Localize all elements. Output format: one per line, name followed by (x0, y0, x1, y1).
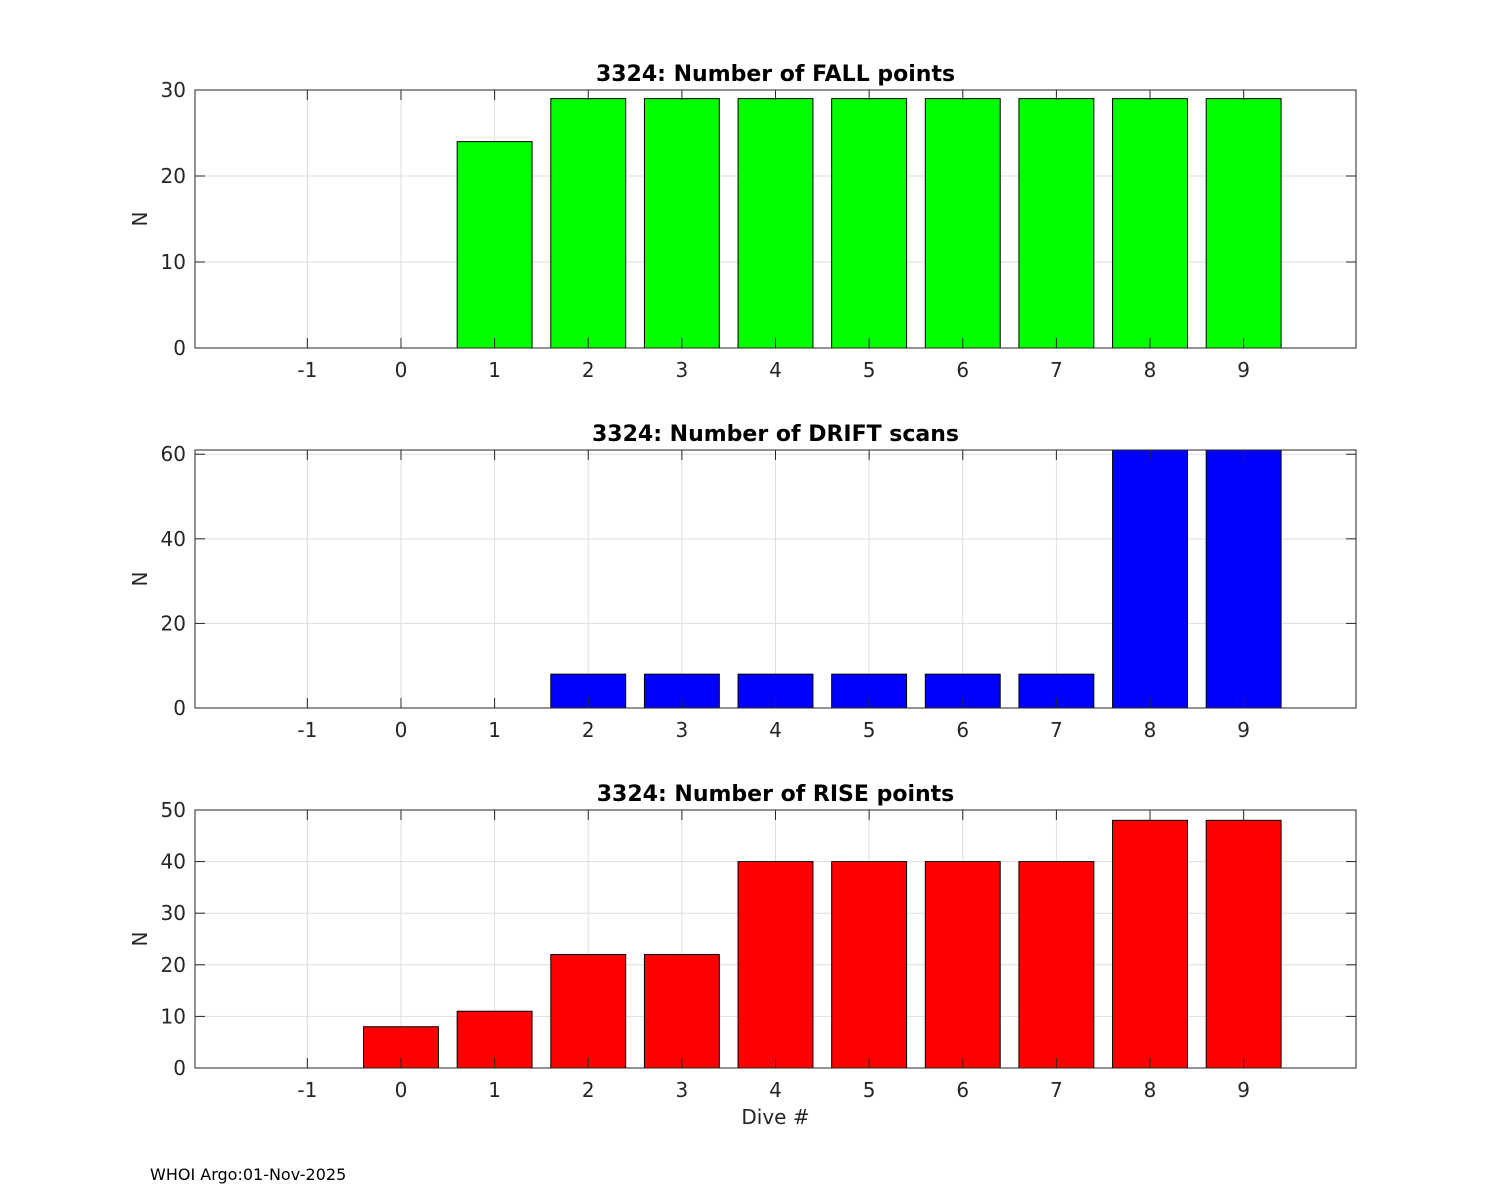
x-tick-label: 7 (1050, 358, 1063, 382)
x-tick-label: 8 (1144, 358, 1157, 382)
bar-2 (550, 98, 627, 349)
bar-0 (363, 1026, 439, 1069)
y-tick-label: 20 (161, 164, 186, 188)
x-tick-label: 4 (769, 1078, 782, 1102)
bar-5 (831, 98, 908, 349)
x-tick-label: 1 (488, 1078, 501, 1102)
bar-8 (1112, 449, 1188, 709)
bar-8 (1112, 819, 1188, 1069)
y-tick-label: 40 (161, 527, 186, 551)
x-tick-label: 7 (1050, 1078, 1063, 1102)
x-tick-label: 5 (863, 1078, 876, 1102)
y-tick-label: 20 (161, 611, 186, 635)
y-tick-label: 40 (161, 850, 186, 874)
bar-6 (924, 861, 1001, 1069)
bar-9 (1205, 819, 1282, 1069)
y-tick-label: 10 (161, 1004, 186, 1028)
y-tick-label: 0 (173, 336, 186, 360)
x-tick-label: 8 (1144, 718, 1157, 742)
x-tick-label: 5 (863, 718, 876, 742)
x-tick-label: 3 (676, 718, 689, 742)
x-tick-label: 5 (863, 358, 876, 382)
bar-8 (1112, 98, 1188, 349)
bar-5 (831, 861, 908, 1069)
x-tick-label: 6 (956, 358, 969, 382)
y-tick-label: 20 (161, 953, 186, 977)
y-axis-label: N (128, 932, 152, 947)
x-tick-label: 0 (395, 358, 408, 382)
chart-panel-2: -1 0 1 2 3 4 5 6 7 8 9 0 20 40 60 3324: Number of DRIFT… (128, 422, 1357, 742)
bar-9 (1205, 449, 1282, 709)
chart-title: 3324: Number of DRIFT scans (592, 422, 959, 447)
x-tick-label: 3 (676, 1078, 689, 1102)
bar-3 (643, 953, 720, 1069)
y-axis-label: N (128, 572, 152, 587)
y-tick-label: 0 (173, 1056, 186, 1080)
x-tick-label: 8 (1144, 1078, 1157, 1102)
bar-2 (550, 953, 627, 1069)
x-tick-label: 6 (956, 718, 969, 742)
x-tick-label: -1 (297, 1078, 317, 1102)
x-tick-label: 6 (956, 1078, 969, 1102)
chart-panel-3: -1 0 1 2 3 4 5 6 7 8 9 0 10 20 30 40 50 3324: Number of R… (128, 782, 1357, 1129)
y-tick-label: 30 (161, 901, 186, 925)
x-tick-label: 9 (1237, 1078, 1250, 1102)
x-tick-label: 9 (1237, 718, 1250, 742)
y-tick-label: 30 (161, 78, 186, 102)
x-tick-label: -1 (297, 718, 317, 742)
y-tick-label: 50 (161, 798, 186, 822)
y-tick-label: 60 (161, 442, 186, 466)
x-tick-label: 4 (769, 718, 782, 742)
x-tick-label: 2 (582, 718, 595, 742)
x-tick-label: 4 (769, 358, 782, 382)
x-tick-label: 1 (488, 358, 501, 382)
x-tick-label: 0 (395, 1078, 408, 1102)
x-tick-label: 3 (676, 358, 689, 382)
x-tick-label: 9 (1237, 358, 1250, 382)
bar-1 (456, 141, 533, 349)
y-axis-label: N (128, 212, 152, 227)
bar-3 (643, 98, 720, 349)
footer-stamp: WHOI Argo:01-Nov-2025 (150, 1165, 347, 1184)
x-tick-label: 1 (488, 718, 501, 742)
bar-4 (737, 98, 814, 349)
y-tick-label: 0 (173, 696, 186, 720)
bar-7 (1018, 98, 1095, 349)
chart-panel-1: -1 0 1 2 3 4 5 6 7 8 9 0 10 20 30 3324: Number of FALL … (128, 62, 1357, 382)
bar-7 (1018, 861, 1095, 1069)
x-tick-label: 2 (582, 1078, 595, 1102)
x-axis-label: Dive # (741, 1105, 809, 1129)
x-tick-label: 2 (582, 358, 595, 382)
chart-title: 3324: Number of RISE points (597, 782, 955, 807)
bar-9 (1205, 98, 1282, 349)
chart-title: 3324: Number of FALL points (596, 62, 955, 87)
y-tick-label: 10 (161, 250, 186, 274)
x-tick-label: 7 (1050, 718, 1063, 742)
bar-4 (737, 861, 814, 1069)
x-tick-label: 0 (395, 718, 408, 742)
x-tick-label: -1 (297, 358, 317, 382)
bar-6 (924, 98, 1001, 349)
